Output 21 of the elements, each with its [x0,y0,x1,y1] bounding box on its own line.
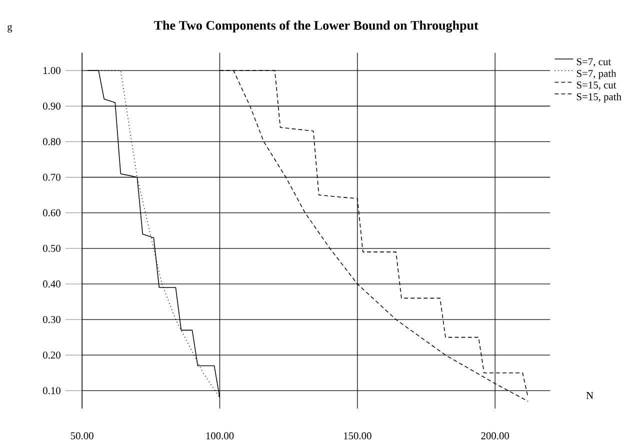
legend-label: S=15, path [576,93,622,103]
legend-label: S=7, path [576,70,616,80]
y-tick-label: 0.90 [43,102,60,110]
y-axis-title: g [8,25,12,33]
x-tick-label: 100.00 [206,432,234,440]
y-tick-label: 0.80 [43,138,60,146]
y-tick-label: 0.70 [43,174,60,181]
x-tick-label: 200.00 [481,432,510,440]
y-tick-label: 0.20 [43,352,60,359]
legend-label: S=15, cut [576,82,616,90]
y-tick-label: 0.10 [43,387,60,394]
y-tick-label: 1.00 [44,67,60,74]
y-tick-label: 0.30 [43,316,60,324]
y-tick-label: 0.60 [43,209,60,217]
legend-label: S=7, cut [576,58,612,67]
y-tick-label: 0.50 [43,245,60,252]
x-tick-label: 50.00 [70,432,94,440]
chart-title: The Two Components of the Lower Bound on Throughput [154,20,478,33]
x-axis-title: N [586,392,594,400]
y-tick-label: 0.40 [43,280,60,288]
x-tick-label: 150.00 [344,432,372,440]
